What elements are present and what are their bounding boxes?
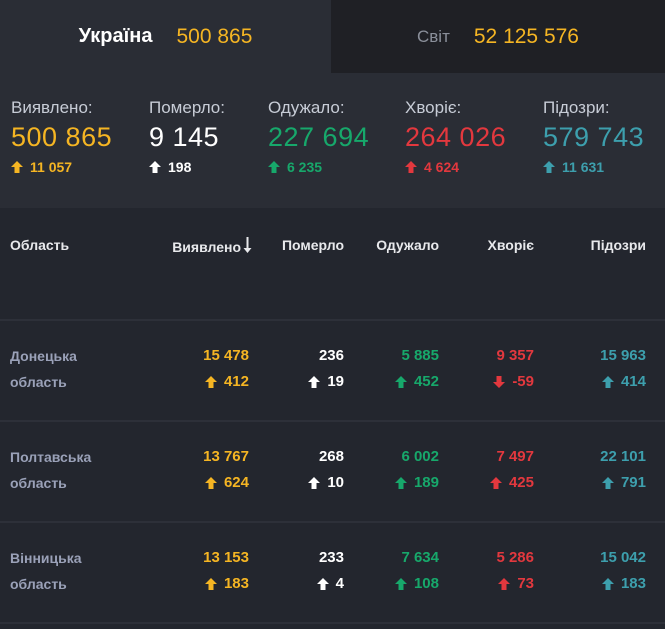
up-arrow-icon <box>543 161 555 173</box>
cell-died: 233 4 <box>316 545 344 597</box>
column-header-region[interactable]: Область <box>10 237 70 253</box>
stat-died: Померло: 9 145 198 <box>149 98 225 175</box>
stat-value: 227 694 <box>268 122 370 152</box>
column-header-recovered[interactable]: Одужало <box>376 237 439 253</box>
table-row[interactable]: Донецька область 15 478 412 236 19 5 885… <box>0 321 665 422</box>
up-arrow-icon <box>601 376 614 388</box>
arrow-down-icon <box>243 237 252 256</box>
stat-delta: 11 631 <box>543 159 644 175</box>
column-header-detected[interactable]: Виявлено <box>172 237 252 256</box>
cell-suspected: 799 <box>602 266 646 269</box>
region-name: Донецька область <box>10 348 77 390</box>
region-name: Вінницька область <box>10 550 82 592</box>
table-body[interactable]: область 799 12 1 780 799 Донецька област… <box>0 266 665 629</box>
up-arrow-icon <box>268 161 280 173</box>
up-arrow-icon <box>394 376 407 388</box>
summary-panel: Виявлено: 500 865 11 057 Померло: 9 145 … <box>0 73 665 208</box>
cell-sick: 7 497 425 <box>489 444 534 496</box>
stat-detected: Виявлено: 500 865 11 057 <box>11 98 112 175</box>
stat-value: 579 743 <box>543 122 645 152</box>
stat-delta: 4 624 <box>405 159 506 175</box>
up-arrow-icon <box>394 477 407 489</box>
cell-suspected: 22 101 791 <box>600 448 646 491</box>
stat-sick: Хворіє: 264 026 4 624 <box>405 98 506 175</box>
stat-delta: 198 <box>149 159 225 175</box>
tab-world-label: Світ <box>417 26 450 46</box>
column-header-died[interactable]: Померло <box>281 237 344 253</box>
table-row[interactable]: Вінницька область 13 153 183 233 4 7 634… <box>0 523 665 624</box>
region-name: область <box>10 266 67 269</box>
up-arrow-icon <box>316 578 329 590</box>
cell-died: 236 19 <box>308 343 344 395</box>
region-name: Полтавська область <box>10 449 92 491</box>
up-arrow-icon <box>11 161 23 173</box>
stat-delta: 11 057 <box>11 159 112 175</box>
tab-ukraine[interactable]: Україна 500 865 <box>0 0 331 73</box>
cell-suspected: 15 042 183 <box>600 549 646 592</box>
up-arrow-icon <box>601 578 614 590</box>
up-arrow-icon <box>394 578 407 590</box>
cell-died: 12 <box>308 266 344 269</box>
down-arrow-icon <box>493 376 506 388</box>
stat-value: 264 026 <box>405 122 507 152</box>
up-arrow-icon <box>308 477 321 489</box>
up-arrow-icon <box>405 161 417 173</box>
up-arrow-icon <box>204 376 217 388</box>
table-row[interactable]: Полтавська область 13 767 624 268 10 6 0… <box>0 422 665 523</box>
cell-detected: 799 <box>205 266 249 269</box>
column-header-suspected[interactable]: Підозри <box>590 237 646 253</box>
up-arrow-icon <box>498 578 511 590</box>
cell-sick: 780 <box>490 266 534 269</box>
cell-recovered: 7 634 108 <box>394 545 439 597</box>
cell-sick: 5 286 73 <box>496 549 534 592</box>
stat-label: Хворіє: <box>405 98 462 117</box>
up-arrow-icon <box>601 477 614 489</box>
stat-delta: 6 235 <box>268 159 369 175</box>
cell-recovered: 1 <box>412 266 439 269</box>
up-arrow-icon <box>204 477 217 489</box>
cell-sick: 9 357 -59 <box>493 343 534 395</box>
column-header-sick[interactable]: Хворіє <box>487 237 534 253</box>
tab-ukraine-label: Україна <box>78 25 153 47</box>
stat-label: Одужало: <box>268 98 345 117</box>
stat-suspected: Підозри: 579 743 11 631 <box>543 98 644 175</box>
stat-recovered: Одужало: 227 694 6 235 <box>268 98 369 175</box>
tab-ukraine-value: 500 865 <box>176 24 253 48</box>
stat-label: Померло: <box>149 98 225 117</box>
stat-value: 500 865 <box>11 122 113 152</box>
stat-label: Підозри: <box>543 98 610 117</box>
cell-suspected: 15 963 414 <box>600 347 646 390</box>
cell-recovered: 5 885 452 <box>394 343 439 395</box>
stat-value: 9 145 <box>149 122 220 152</box>
cell-died: 268 10 <box>308 444 344 496</box>
region-tabs: Україна 500 865 Світ 52 125 576 <box>0 0 665 73</box>
table-header: Область Виявлено Померло Одужало Хворіє … <box>0 226 665 266</box>
up-arrow-icon <box>489 477 502 489</box>
tab-world[interactable]: Світ 52 125 576 <box>331 0 665 73</box>
cell-detected: 15 478 412 <box>203 347 249 390</box>
tab-world-value: 52 125 576 <box>473 24 579 48</box>
up-arrow-icon <box>308 376 321 388</box>
up-arrow-icon <box>149 161 161 173</box>
cell-detected: 13 153 183 <box>203 549 249 592</box>
table-row[interactable]: область 799 12 1 780 799 <box>0 266 665 321</box>
stat-label: Виявлено: <box>11 98 93 117</box>
up-arrow-icon <box>204 578 217 590</box>
cell-recovered: 6 002 189 <box>394 444 439 496</box>
cell-detected: 13 767 624 <box>203 448 249 491</box>
